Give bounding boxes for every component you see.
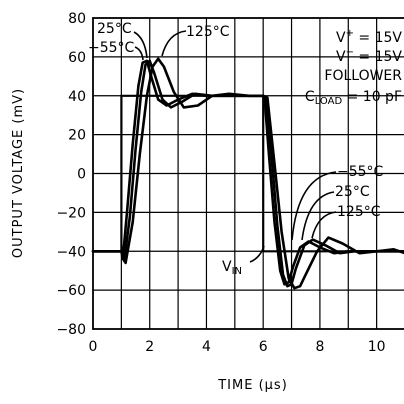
label-bottom-125c: 125°C (337, 204, 381, 220)
y-tick-label: −20 (56, 205, 86, 221)
y-axis-title: OUTPUT VOLTAGE (mV) (11, 88, 26, 258)
y-tick-label: 80 (68, 11, 86, 27)
label-bottom-minus55c: −55°C (337, 164, 384, 180)
leader-vin (249, 245, 265, 263)
condition-vminus: V− = 15V (336, 47, 402, 65)
x-tick-label: 6 (259, 339, 268, 355)
x-tick-label: 8 (315, 339, 324, 355)
y-tick-label: 20 (68, 128, 86, 144)
condition-cload: CLOAD = 10 pF (305, 89, 402, 107)
label-top-minus55c: −55°C (88, 40, 135, 56)
x-tick-label: 4 (202, 339, 211, 355)
leader-bottom-25c (301, 191, 335, 241)
plot-frame (92, 17, 404, 330)
leader-top-125c (161, 30, 187, 57)
label-bottom-25c: 25°C (335, 184, 370, 200)
leader-top-25c (133, 31, 148, 59)
series-group (91, 57, 404, 290)
y-tick-label: −60 (56, 283, 86, 299)
y-tick-label: 60 (68, 50, 86, 66)
x-axis-title: TIME (μs) (217, 378, 288, 393)
leader-bottom-minus55c (291, 171, 337, 241)
label-top-25c: 25°C (97, 21, 132, 37)
leader-bottom-125c (311, 211, 337, 239)
label-vin: VIN (222, 259, 242, 277)
label-top-125c: 125°C (186, 24, 230, 40)
x-tick-label: 2 (145, 339, 154, 355)
condition-vplus: V+ = 15V (336, 28, 402, 46)
y-tick-label: −40 (56, 244, 86, 260)
leader-top-minus55c (134, 46, 144, 61)
y-tick-label: −80 (56, 322, 86, 338)
y-tick-label: 0 (77, 167, 86, 183)
condition-follower: FOLLOWER (324, 68, 402, 84)
series-line-125c (91, 57, 404, 290)
x-tick-label: 0 (89, 339, 98, 355)
y-tick-label: 40 (68, 89, 86, 105)
x-tick-label: 10 (368, 339, 386, 355)
